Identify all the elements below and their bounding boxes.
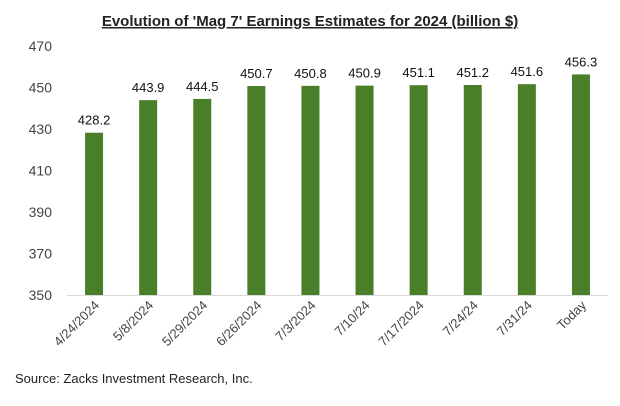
y-tick-label: 470 xyxy=(29,38,53,54)
y-tick-label: 370 xyxy=(29,246,53,262)
x-tick-label: 7/24/24 xyxy=(440,298,481,339)
chart-title: Evolution of 'Mag 7' Earnings Estimates … xyxy=(102,13,518,30)
data-label: 451.2 xyxy=(456,65,489,80)
bar xyxy=(301,85,320,295)
y-tick-label: 410 xyxy=(29,163,53,179)
x-tick-label: Today xyxy=(554,297,589,332)
x-tick-label: 4/24/2024 xyxy=(51,298,103,350)
y-tick-label: 390 xyxy=(29,204,53,220)
bar xyxy=(463,85,482,295)
x-tick-label: 5/29/2024 xyxy=(159,298,211,350)
data-label: 450.8 xyxy=(294,66,327,81)
x-tick-label: 7/17/2024 xyxy=(375,298,427,350)
y-axis: 350 370 390 410 430 450 470 xyxy=(29,38,53,303)
data-label: 451.1 xyxy=(402,65,435,80)
bar xyxy=(247,86,266,295)
bar xyxy=(355,85,374,295)
bar xyxy=(193,98,212,295)
source-note: Source: Zacks Investment Research, Inc. xyxy=(15,371,253,386)
x-tick-label: 7/31/24 xyxy=(494,298,535,339)
x-tick-label: 5/8/2024 xyxy=(110,298,156,344)
x-tick-label: 7/10/24 xyxy=(331,298,372,339)
y-tick-label: 430 xyxy=(29,121,53,137)
bar xyxy=(139,100,158,295)
data-label: 443.9 xyxy=(132,80,165,95)
y-tick-label: 450 xyxy=(29,80,53,96)
y-tick-label: 350 xyxy=(29,287,53,303)
data-label: 428.2 xyxy=(78,113,111,128)
data-label: 450.7 xyxy=(240,66,273,81)
bar xyxy=(85,132,104,295)
x-tick-label: 6/26/2024 xyxy=(213,298,265,350)
data-label: 444.5 xyxy=(186,79,219,94)
data-label: 456.3 xyxy=(565,54,598,69)
bar xyxy=(517,84,536,296)
x-axis: 4/24/2024 5/8/2024 5/29/2024 6/26/2024 7/3/2… xyxy=(51,297,590,349)
data-label: 451.6 xyxy=(511,64,544,79)
bars: 428.2 443.9 444.5 450.7 450.8 450.9 451.1 451.2… xyxy=(78,54,598,296)
bar xyxy=(571,74,590,296)
x-tick-label: 7/3/2024 xyxy=(272,298,318,344)
bar xyxy=(409,85,428,295)
data-label: 450.9 xyxy=(348,66,381,81)
